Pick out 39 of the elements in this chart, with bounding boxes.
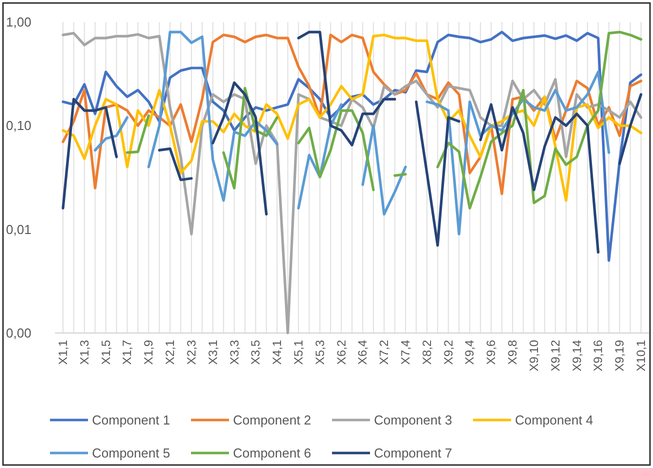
x-tick-label: X3,3 (227, 340, 242, 365)
y-tick-label: 0,01 (6, 222, 32, 237)
legend-label: Component 2 (233, 412, 312, 428)
x-tick-label: X1,1 (56, 340, 70, 365)
x-tick-label: X5,1 (291, 340, 306, 365)
y-tick-label: 1,00 (6, 14, 32, 30)
x-tick-label: X10,1 (634, 340, 648, 372)
legend-label: Component 3 (374, 412, 452, 428)
x-tick-label: X2,3 (184, 340, 198, 365)
legend-label: Component 5 (92, 446, 170, 461)
x-tick-label: X9,12 (548, 340, 562, 372)
x-tick-label: X9,10 (526, 340, 541, 372)
legend-label: Component 6 (233, 446, 312, 461)
x-tick-label: X3,1 (206, 340, 220, 365)
x-tick-label: X9,16 (591, 340, 606, 372)
legend-label: Component 1 (92, 412, 170, 428)
x-tick-label: X9,19 (612, 340, 627, 372)
x-tick-label: X7,4 (398, 340, 413, 365)
x-tick-label: X3,5 (248, 340, 263, 365)
x-tick-label: X9,14 (570, 340, 584, 372)
x-tick-label: X6,4 (356, 340, 370, 365)
x-tick-label: X8,2 (420, 340, 434, 365)
x-tick-label: X1,5 (98, 340, 113, 365)
x-tick-label: X5,3 (312, 340, 327, 365)
x-tick-label: X1,3 (77, 340, 92, 365)
x-tick-label: X9,4 (462, 340, 477, 365)
x-tick-label: X9,8 (506, 340, 520, 365)
legend-label: Component 7 (374, 446, 452, 461)
y-tick-label: 0,10 (6, 118, 32, 134)
x-tick-label: X9,6 (484, 340, 498, 365)
x-tick-label: X9,2 (441, 340, 456, 365)
legend-label: Component 4 (515, 412, 594, 428)
x-tick-label: X4,1 (270, 340, 284, 365)
x-tick-label: X2,1 (163, 340, 178, 365)
x-tick-label: X1,7 (120, 340, 134, 365)
x-tick-label: X1,9 (142, 340, 156, 365)
y-tick-label: 0,00 (6, 326, 32, 341)
x-tick-label: X7,2 (377, 340, 392, 365)
x-tick-label: X6,2 (334, 340, 348, 365)
